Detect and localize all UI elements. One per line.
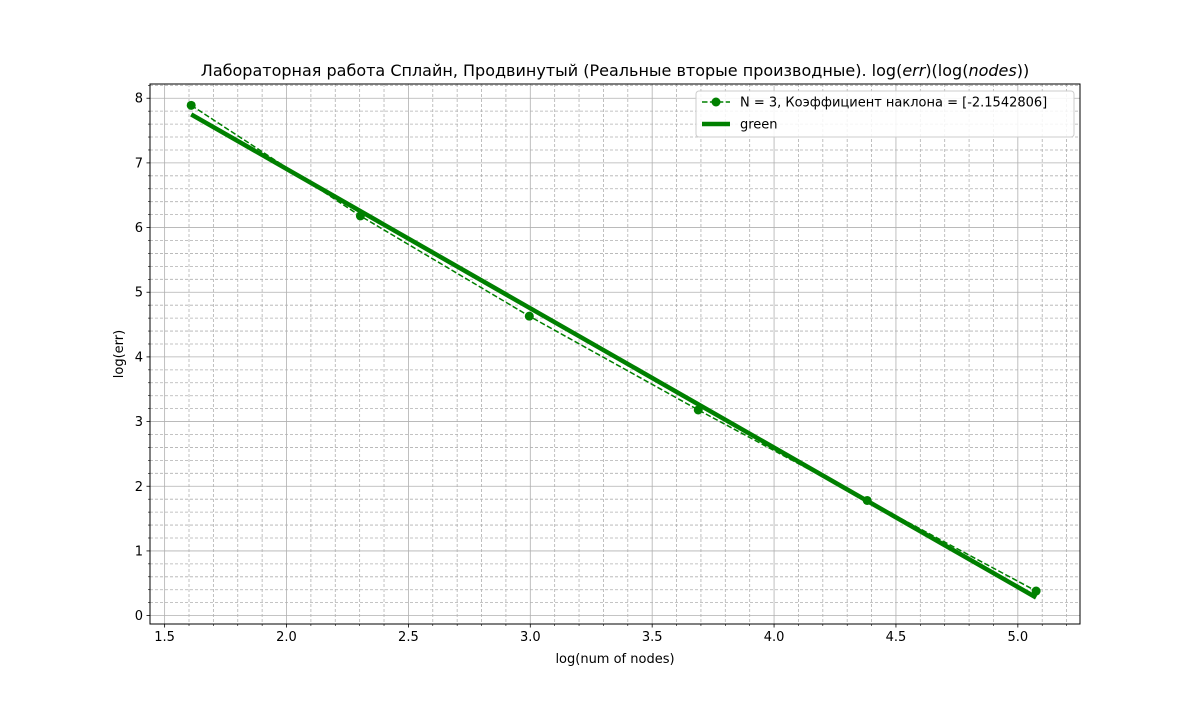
x-tick-label: 2.5 [398,630,419,645]
chart-title: Лабораторная работа Сплайн, Продвинутый … [201,61,1029,80]
y-tick-label: 7 [135,156,143,171]
legend-box [695,90,1075,138]
y-tick-label: 3 [135,415,143,430]
x-tick-label: 3.5 [642,630,663,645]
y-axis-label: log(err) [112,330,127,378]
x-tick-label: 3.0 [520,630,541,645]
y-tick-label: 8 [135,92,143,107]
y-tick-label: 1 [135,544,143,559]
minor-grid [150,84,1080,624]
legend-label-series-1: N = 3, Коэффициент наклона = [-2.1542806… [740,96,1047,111]
y-tick-label: 2 [135,480,143,495]
series-1-point [186,100,196,110]
y-tick-label: 6 [135,221,143,236]
series-2-thick-line [190,112,1038,600]
series-1-point [1031,586,1041,596]
series-1-point [355,211,365,221]
x-tick-label: 5.0 [1007,630,1028,645]
x-tick-label: 1.5 [154,630,175,645]
y-tick-label: 5 [135,286,143,301]
y-tick-label: 4 [135,350,143,365]
y-tick-label: 0 [135,609,143,624]
legend: N = 3, Коэффициент наклона = [-2.1542806… [695,90,1075,138]
series-1-dashed-line [190,104,1037,592]
plot-frame [149,83,1081,625]
series-1-point [693,405,703,415]
series-layer [186,100,1041,600]
series-1-point [524,311,534,321]
major-grid [150,84,1080,624]
legend-label-series-2: green [740,118,778,133]
series-1-point [862,495,872,505]
x-tick-label: 4.5 [886,630,907,645]
x-tick-label: 4.0 [764,630,785,645]
legend-marker [711,97,721,107]
x-tick-label: 2.0 [276,630,297,645]
x-axis-label: log(num of nodes) [555,652,674,667]
axis-ticks: 1.5 2.0 2.5 3.0 3.5 4.0 4.5 5.0 0 1 2 3 4 5 6 7 8 [135,84,1067,645]
